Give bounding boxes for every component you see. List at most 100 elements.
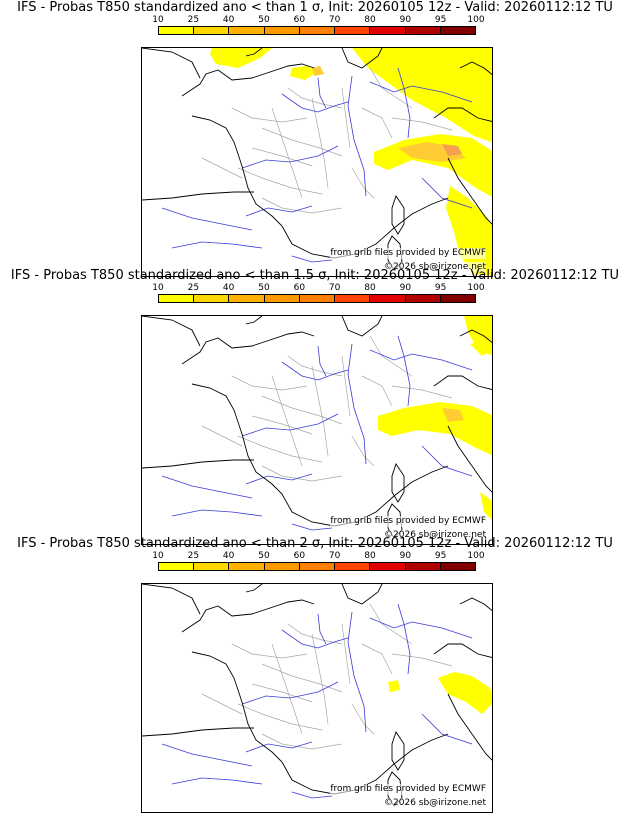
prob-area-alps bbox=[438, 672, 492, 714]
map-graphic bbox=[142, 584, 492, 807]
colorbar-cell bbox=[440, 295, 475, 302]
colorbar-label: 70 bbox=[328, 283, 341, 293]
colorbar-label: 80 bbox=[364, 283, 376, 293]
prob-area-balkans bbox=[472, 88, 492, 125]
colorbar bbox=[158, 562, 476, 571]
map-panel-3: IFS - Probas T850 standardized ano < tha… bbox=[0, 536, 630, 813]
rivers bbox=[161, 67, 473, 263]
colorbar-label: 60 bbox=[293, 15, 306, 25]
colorbar-label: 100 bbox=[467, 283, 485, 293]
colorbar-label: 95 bbox=[434, 283, 447, 293]
colorbar-cell bbox=[264, 563, 300, 570]
colorbar bbox=[158, 26, 476, 35]
prob-area-north-mid bbox=[312, 66, 324, 76]
map-graphic bbox=[142, 48, 492, 276]
colorbar-cell bbox=[405, 27, 441, 34]
admin-borders bbox=[201, 67, 453, 214]
panel-title: IFS - Probas T850 standardized ano < tha… bbox=[10, 268, 620, 283]
colorbar-label: 50 bbox=[258, 15, 270, 25]
colorbar-label: 70 bbox=[328, 551, 341, 561]
panel-title: IFS - Probas T850 standardized ano < tha… bbox=[17, 536, 613, 551]
probability-map: from grib files provided by ECMWF ©2026 … bbox=[141, 583, 493, 813]
colorbar-label: 95 bbox=[434, 15, 447, 25]
colorbar-labels: 10 25 40 50 60 70 80 90 95 100 bbox=[152, 551, 484, 561]
colorbar-label: 80 bbox=[364, 15, 376, 25]
probability-shading bbox=[210, 48, 492, 276]
colorbar-cell bbox=[229, 295, 265, 302]
colorbar-cell bbox=[335, 27, 371, 34]
colorbar-cell bbox=[229, 27, 265, 34]
credit-source: from grib files provided by ECMWF bbox=[330, 248, 486, 259]
colorbar-cell bbox=[440, 27, 475, 34]
rivers bbox=[161, 603, 473, 799]
prob-area-alps bbox=[378, 402, 492, 456]
probability-shading bbox=[378, 316, 492, 520]
colorbar-label: 95 bbox=[434, 551, 447, 561]
colorbar-label: 70 bbox=[328, 15, 341, 25]
colorbar-cell bbox=[370, 27, 406, 34]
prob-area-italy bbox=[480, 492, 492, 520]
colorbar-label: 100 bbox=[467, 15, 485, 25]
colorbar-label: 10 bbox=[152, 283, 164, 293]
panel-title: IFS - Probas T850 standardized ano < tha… bbox=[17, 0, 613, 15]
colorbar-cell bbox=[335, 295, 371, 302]
admin-borders bbox=[201, 603, 453, 750]
prob-area-west-alps bbox=[388, 680, 400, 692]
credit-source: from grib files provided by ECMWF bbox=[330, 784, 486, 795]
colorbar-label: 50 bbox=[258, 551, 270, 561]
colorbar-label: 10 bbox=[152, 15, 164, 25]
colorbar-label: 90 bbox=[399, 15, 412, 25]
map-panel-1: IFS - Probas T850 standardized ano < tha… bbox=[0, 0, 630, 277]
colorbar-label: 40 bbox=[222, 283, 235, 293]
prob-area-channel bbox=[290, 66, 317, 80]
probability-map: from grib files provided by ECMWF ©2026 … bbox=[141, 315, 493, 545]
colorbar-label: 90 bbox=[399, 283, 412, 293]
colorbar-label: 25 bbox=[187, 283, 200, 293]
credit-copyright: ©2026 sb@irizone.net bbox=[384, 530, 486, 541]
colorbar-cell bbox=[405, 295, 441, 302]
prob-area-north bbox=[210, 48, 272, 68]
colorbar-cell bbox=[194, 563, 230, 570]
colorbar-label: 60 bbox=[293, 551, 306, 561]
colorbar-cell bbox=[299, 295, 336, 302]
probability-shading bbox=[388, 672, 492, 714]
colorbar-label: 50 bbox=[258, 283, 270, 293]
colorbar-cell bbox=[194, 27, 230, 34]
colorbar-cell bbox=[335, 563, 371, 570]
credit-copyright: ©2026 sb@irizone.net bbox=[384, 262, 486, 273]
coastline bbox=[142, 316, 492, 539]
prob-area-balkans bbox=[470, 340, 492, 356]
colorbar-cell bbox=[194, 295, 230, 302]
colorbar-cell bbox=[405, 563, 441, 570]
prob-area-alps-mid bbox=[442, 408, 464, 422]
colorbar-label: 90 bbox=[399, 551, 412, 561]
colorbar-label: 40 bbox=[222, 551, 235, 561]
colorbar bbox=[158, 294, 476, 303]
colorbar-cell bbox=[299, 27, 336, 34]
colorbar-cell bbox=[159, 295, 195, 302]
colorbar-label: 60 bbox=[293, 283, 306, 293]
colorbar-label: 40 bbox=[222, 15, 235, 25]
colorbar-cell bbox=[264, 295, 300, 302]
rivers bbox=[161, 335, 473, 531]
prob-area-alps-high bbox=[442, 144, 462, 156]
colorbar-cell bbox=[370, 295, 406, 302]
colorbar-cell bbox=[440, 563, 475, 570]
colorbar-labels: 10 25 40 50 60 70 80 90 95 100 bbox=[152, 283, 484, 293]
colorbar-label: 25 bbox=[187, 551, 200, 561]
colorbar-label: 25 bbox=[187, 15, 200, 25]
colorbar-cell bbox=[229, 563, 265, 570]
credit-source: from grib files provided by ECMWF bbox=[330, 516, 486, 527]
coastline bbox=[142, 584, 492, 807]
colorbar-cell bbox=[264, 27, 300, 34]
colorbar-label: 10 bbox=[152, 551, 164, 561]
colorbar-labels: 10 25 40 50 60 70 80 90 95 100 bbox=[152, 15, 484, 25]
credit-copyright: ©2026 sb@irizone.net bbox=[384, 798, 486, 809]
colorbar-label: 80 bbox=[364, 551, 376, 561]
probability-map: from grib files provided by ECMWF ©2026 … bbox=[141, 47, 493, 277]
colorbar-label: 100 bbox=[467, 551, 485, 561]
colorbar-cell bbox=[159, 27, 195, 34]
prob-area-northeast bbox=[352, 48, 492, 143]
colorbar-cell bbox=[299, 563, 336, 570]
map-panel-2: IFS - Probas T850 standardized ano < tha… bbox=[0, 268, 630, 545]
